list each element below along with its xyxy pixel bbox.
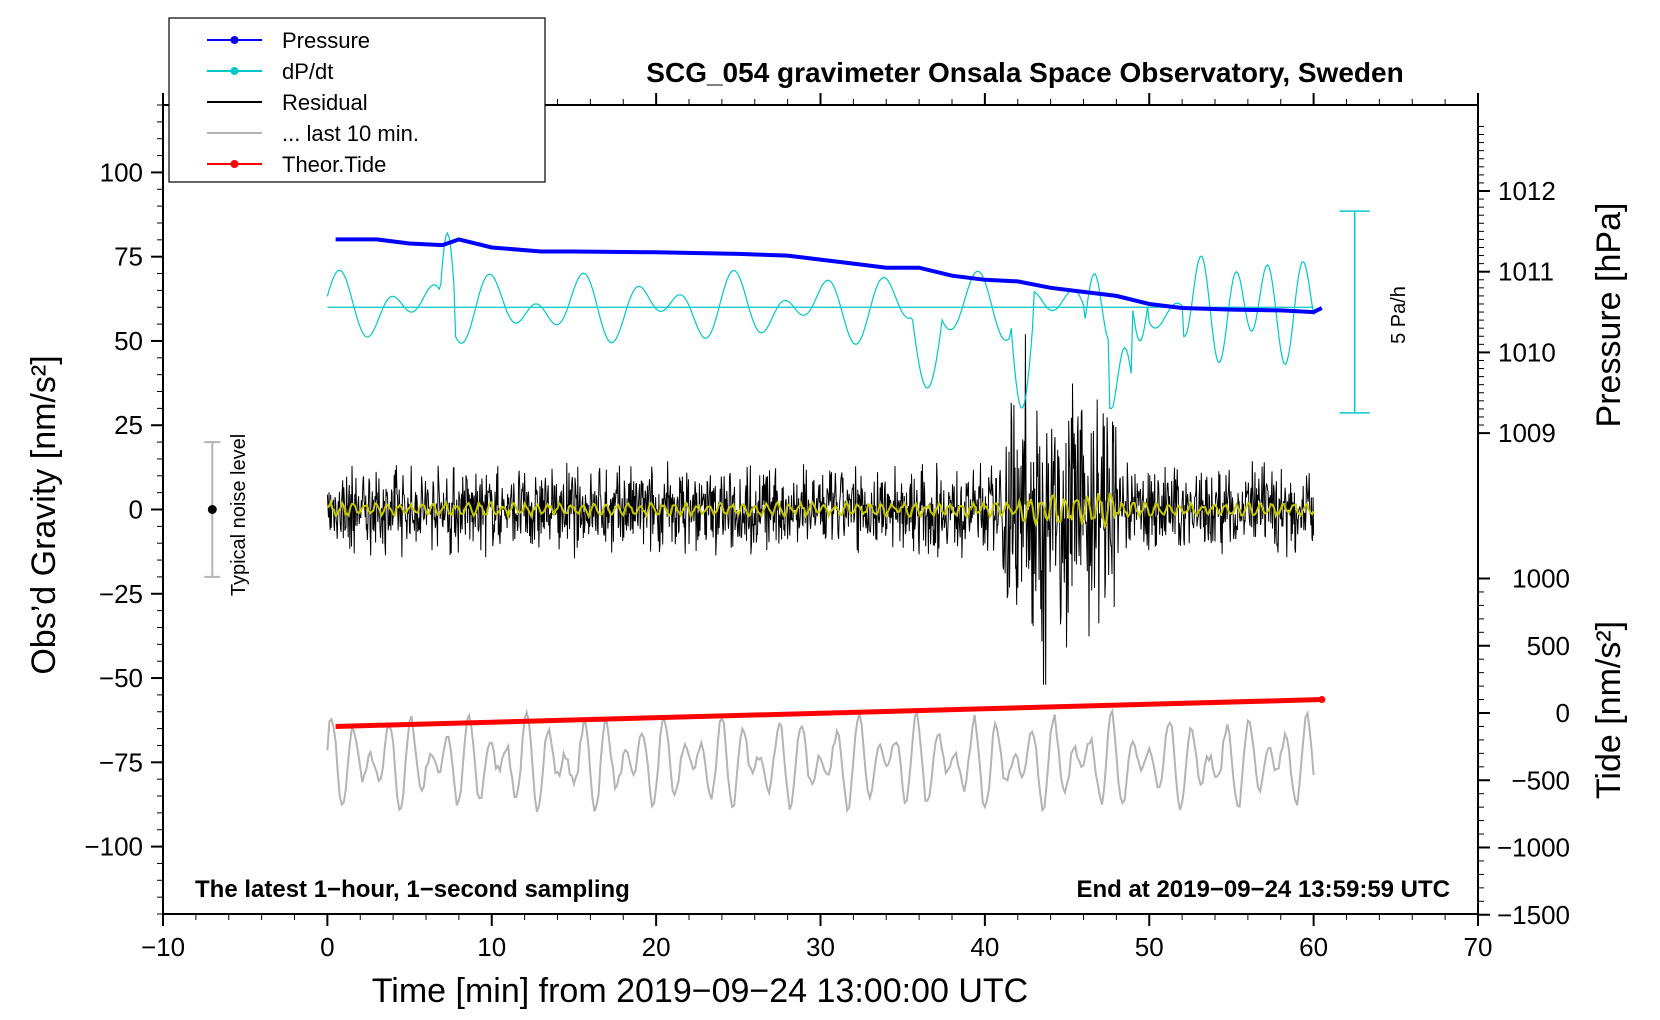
y-tick-label-left: 0: [129, 495, 143, 525]
note-end-time: End at 2019−09−24 13:59:59 UTC: [1076, 876, 1450, 903]
y-tick-label-pressure: 1010: [1498, 337, 1556, 367]
y-tick-label-left: −75: [99, 747, 143, 777]
x-tick-label: 60: [1299, 932, 1328, 962]
x-tick-label: 20: [642, 932, 671, 962]
legend-label: dP/dt: [282, 59, 333, 84]
y-tick-label-tide: 1000: [1512, 564, 1570, 594]
y-tick-label-left: −50: [99, 663, 143, 693]
noise-level-label: Typical noise level: [228, 434, 250, 596]
y-tick-label-left: −25: [99, 579, 143, 609]
legend-marker: [230, 160, 239, 168]
note-sampling: The latest 1−hour, 1−second sampling: [195, 876, 630, 903]
x-tick-label: 30: [806, 932, 835, 962]
legend-label: Theor.Tide: [282, 152, 386, 177]
theor-tide-line: [335, 697, 1322, 729]
y-tick-label-tide: −1500: [1497, 900, 1570, 930]
legend-label: ... last 10 min.: [282, 121, 419, 146]
y-tick-label-tide: 0: [1556, 698, 1570, 728]
pressure-line: [335, 237, 1323, 315]
y-tick-label-left: 50: [114, 326, 143, 356]
x-tick-label: 50: [1135, 932, 1164, 962]
x-tick-label: 0: [320, 932, 334, 962]
noise-bar-dot: [207, 505, 217, 514]
y-tick-label-pressure: 1011: [1498, 257, 1554, 287]
x-tick-label: 10: [477, 932, 506, 962]
legend: Pressure dP/dt Residual ... last 10 min. The…: [168, 17, 546, 183]
y-tick-label-tide: −1000: [1497, 833, 1570, 863]
legend-label: Residual: [282, 90, 368, 115]
y-tick-label-left: −100: [84, 832, 143, 862]
x-tick-label: 70: [1464, 932, 1493, 962]
x-axis-title: Time [min] from 2019−09−24 13:00:00 UTC: [372, 972, 1028, 1010]
y-tick-label-left: 25: [114, 410, 143, 440]
legend-marker: [230, 67, 239, 75]
y-tick-label-tide: 500: [1527, 631, 1570, 661]
y-tick-label-tide: −500: [1511, 765, 1570, 795]
y-axis-tide-title: Tide [nm/s²]: [1590, 621, 1628, 799]
legend-marker: [230, 36, 239, 44]
theor-tide-marker: [1318, 696, 1326, 704]
series: [204, 210, 1370, 814]
y-axis-left-title: Obs’d Gravity [nm/s²]: [25, 355, 63, 674]
y-tick-label-left: 100: [100, 157, 143, 187]
y-tick-label-pressure: 1009: [1498, 418, 1556, 448]
y-tick-label-left: 75: [114, 242, 143, 272]
chart-title: SCG_054 gravimeter Onsala Space Observat…: [646, 57, 1403, 88]
smoothed-residual-line: [326, 492, 1315, 530]
x-tick-label: −10: [141, 932, 185, 962]
legend-label: Pressure: [282, 28, 370, 53]
dpdt-line: [326, 231, 1315, 409]
y-tick-label-pressure: 1012: [1498, 176, 1556, 206]
tide-residual-line: [326, 707, 1315, 814]
y-axis-pressure-title: Pressure [hPa]: [1590, 203, 1628, 428]
x-tick-label: 40: [970, 932, 999, 962]
residual-line: [326, 334, 1315, 685]
dpdt-scale-label: 5 Pa/h: [1388, 286, 1410, 344]
legend-box: [168, 17, 546, 183]
axis-ticks: −10 0 10 20 30 40 50 60 701007550250−25−50−75−10…: [84, 93, 1570, 962]
